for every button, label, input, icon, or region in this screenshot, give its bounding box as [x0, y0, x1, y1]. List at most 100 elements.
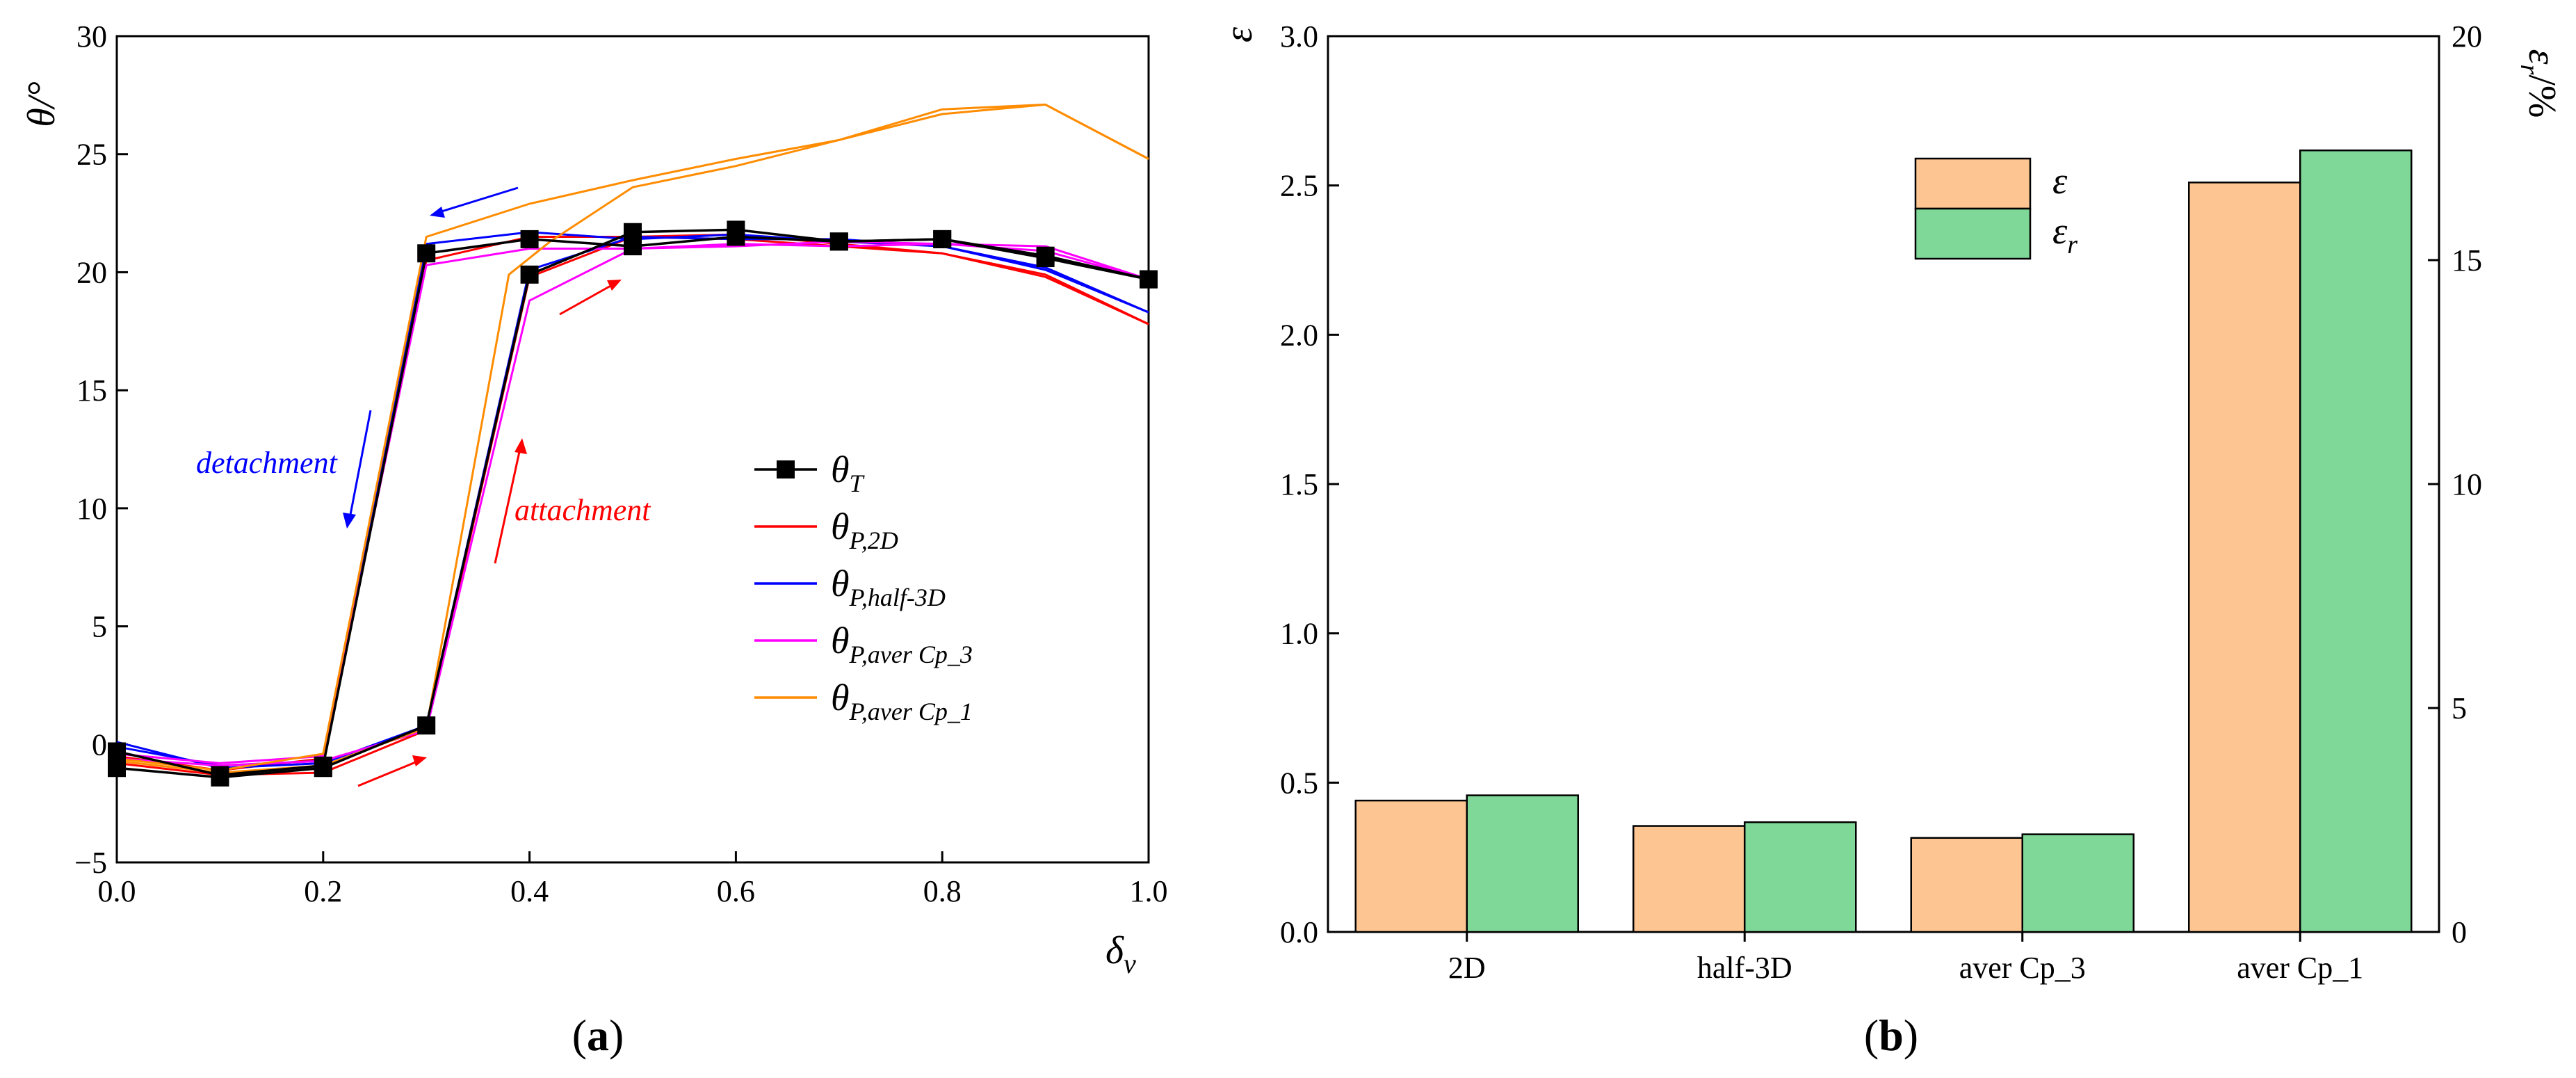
- legend-label: ε: [2052, 160, 2068, 202]
- panel-a-xlabel: δv: [1105, 929, 1136, 979]
- series-line: [116, 103, 1149, 774]
- a-ytick-label: 30: [76, 19, 107, 54]
- legend-item-r: εr: [1914, 207, 2077, 260]
- legend-label: θP,half-3D: [831, 563, 946, 611]
- data-point-marker: [417, 716, 436, 735]
- b-xtick-label: aver Cp_3: [1959, 951, 2086, 985]
- legend-label: θP,aver Cp_1: [831, 677, 973, 725]
- panel-a-series: [108, 103, 1158, 787]
- data-point-marker: [211, 766, 229, 785]
- loading-arrow-low-head: [412, 755, 427, 766]
- data-point-marker: [1140, 270, 1158, 289]
- loading-arrow-low: [357, 760, 418, 787]
- data-point-marker: [520, 230, 539, 248]
- a-xtick-label: 0.4: [510, 874, 549, 908]
- bar-2d-: [1354, 799, 1468, 933]
- data-point-marker: [829, 232, 848, 251]
- a-ytick-label: 20: [76, 255, 107, 289]
- b-ytick-label: 2.5: [1280, 169, 1318, 203]
- panel-a-ylabel: θ/°: [20, 81, 63, 127]
- panel-a-plot-frame: [115, 35, 1150, 864]
- bar-2d-r: [1466, 794, 1579, 933]
- data-point-marker: [108, 759, 126, 778]
- unloading-arrow: [439, 186, 519, 214]
- panel-b-left-axis: 0.0 0.5 1.0 1.5 2.0 2.5 3.0: [1280, 19, 1339, 949]
- data-point-marker: [624, 237, 642, 256]
- legend-label: εr: [2052, 210, 2077, 259]
- loading-arrow-high-head: [607, 280, 622, 291]
- bar-half-3d-r: [1744, 821, 1857, 933]
- panel-b-bars: [1354, 149, 2413, 933]
- a-ytick-label: 0: [92, 727, 107, 762]
- b-ytick-label: 0.0: [1280, 915, 1318, 949]
- legend-swatch: [1914, 207, 2032, 260]
- a-ytick-label: 5: [92, 610, 107, 644]
- attachment-arrowhead: [515, 438, 527, 454]
- panel-b-ylabel-right-suffix: /%: [2520, 74, 2563, 118]
- a-xtick-label: 0.6: [717, 874, 755, 908]
- bar-aver-cp-3-r: [2021, 833, 2134, 933]
- panel-b-ylabel-right-sub: r: [2515, 65, 2544, 75]
- bar-aver-cp-3-: [1910, 837, 2023, 933]
- unloading-arrowhead: [430, 207, 445, 218]
- a-ytick-label: −5: [74, 846, 107, 880]
- b-xtick-label: half-3D: [1697, 951, 1792, 985]
- detachment-annotation: detachment: [196, 186, 519, 529]
- panel-b-right-axis: 0 5 10 15 20: [2428, 19, 2482, 949]
- legend-item-p-2d: θP,2D: [754, 506, 898, 554]
- panel-a-line-chart: −5 0 5 10 15 20 25 30 0.0 0.2 0.4 0.6 0.8 1.0 θ/° δv…: [20, 19, 1168, 1060]
- b-ytick-right-label: 20: [2452, 19, 2482, 54]
- data-point-marker: [520, 265, 539, 284]
- b-ytick-label: 2.0: [1280, 318, 1318, 352]
- panel-b-letter: b: [1879, 1011, 1904, 1060]
- bar-half-3d-: [1633, 825, 1746, 933]
- b-xtick-label: aver Cp_1: [2237, 951, 2363, 985]
- panel-a-legend: θT θP,2D θP,half-3D θP,aver Cp_3 θP,aver Cp_…: [754, 449, 973, 725]
- a-xtick-label: 1.0: [1130, 874, 1168, 908]
- panel-a-y-axis: −5 0 5 10 15 20 25 30: [74, 19, 128, 880]
- data-point-marker: [108, 742, 126, 761]
- series-line: [116, 103, 1149, 772]
- b-ytick-label: 1.5: [1280, 467, 1318, 501]
- data-point-marker: [933, 230, 952, 248]
- panel-b-bar-chart: 0.0 0.5 1.0 1.5 2.0 2.5 3.0 0 5 10 15 20 2D half-3D…: [1217, 19, 2563, 1060]
- bar-aver-cp-1-r: [2299, 149, 2413, 933]
- panel-b-ylabel-right-base: ε: [2520, 49, 2563, 65]
- b-xtick-label: 2D: [1448, 951, 1486, 985]
- legend-item-p-aver-cp-1: θP,aver Cp_1: [754, 677, 973, 725]
- panel-a-label: (a): [572, 1011, 624, 1060]
- data-point-marker: [1036, 246, 1055, 265]
- a-ytick-label: 15: [76, 373, 107, 408]
- attachment-label: attachment: [515, 493, 651, 527]
- legend-item-t: θT: [754, 449, 866, 497]
- b-ytick-right-label: 0: [2452, 915, 2467, 949]
- panel-a-letter: a: [587, 1011, 609, 1060]
- series-t: [108, 220, 1158, 787]
- panel-b-ylabel-right: εr/%: [2515, 49, 2563, 118]
- a-xtick-label: 0.0: [98, 874, 136, 908]
- legend-swatch: [1914, 157, 2032, 210]
- bar-aver-cp-1-: [2188, 182, 2301, 933]
- panel-a-xlabel-sub: v: [1124, 948, 1136, 979]
- legend-item-p-aver-cp-3: θP,aver Cp_3: [754, 620, 973, 668]
- detachment-label: detachment: [196, 446, 339, 480]
- a-xtick-label: 0.2: [304, 874, 342, 908]
- data-point-marker: [314, 756, 332, 775]
- loading-arrow-high: [559, 284, 613, 316]
- a-ytick-label: 10: [76, 492, 107, 526]
- legend-label: θP,2D: [831, 506, 898, 554]
- b-ytick-right-label: 10: [2452, 467, 2482, 501]
- b-ytick-right-label: 5: [2452, 691, 2467, 725]
- b-ytick-label: 1.0: [1280, 617, 1318, 651]
- b-ytick-label: 3.0: [1280, 19, 1318, 54]
- legend-label: θP,aver Cp_3: [831, 620, 973, 668]
- data-point-marker: [727, 227, 745, 246]
- series-p-aver-cp-1: [116, 103, 1149, 774]
- legend-marker: [777, 460, 795, 478]
- a-ytick-label: 25: [76, 138, 107, 172]
- legend-label: θT: [831, 449, 866, 497]
- panel-a-x-axis: 0.0 0.2 0.4 0.6 0.8 1.0: [98, 851, 1168, 908]
- legend-item-: ε: [1914, 157, 2068, 210]
- attachment-annotation: attachment: [357, 280, 651, 787]
